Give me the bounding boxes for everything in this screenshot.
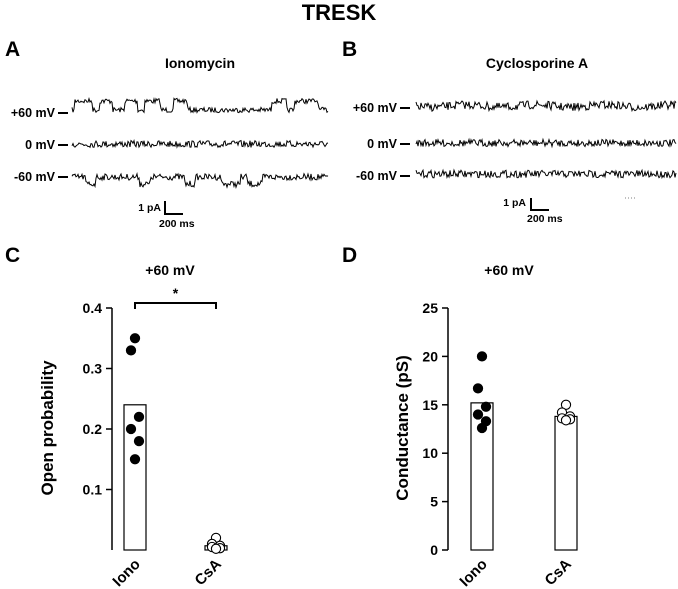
data-point-iono xyxy=(472,383,484,394)
figure-title: TRESK xyxy=(302,0,377,25)
panel-a-scale-time: 200 ms xyxy=(159,218,195,230)
data-point-iono xyxy=(472,409,484,420)
data-point-iono xyxy=(133,435,145,447)
bar-csa xyxy=(554,415,578,551)
data-point-iono xyxy=(476,422,488,434)
y-tick-label: 25 xyxy=(422,300,438,316)
panel-d-ylabel: Conductance (pS) xyxy=(393,355,412,500)
panel-a-trace-neg60 xyxy=(71,172,329,189)
panel-a-trace-0 xyxy=(71,138,329,149)
panel-a-title: Ionomycin xyxy=(165,55,235,71)
data-point-csa xyxy=(560,415,572,426)
y-tick-label: 0 xyxy=(430,542,438,558)
panel-b-scale-bar xyxy=(530,198,549,211)
panel-c-chart: 0.1 0.2 0.3 0.4 Iono CsA * xyxy=(83,285,228,589)
panel-b-title: Cyclosporine A xyxy=(486,55,588,71)
y-tick-label: 0.2 xyxy=(83,421,103,437)
panel-d-letter: D xyxy=(342,244,357,267)
panel-a-scale-amp: 1 pA xyxy=(138,202,161,214)
panel-b-trace-pos60 xyxy=(415,99,677,113)
data-point-iono xyxy=(125,345,137,356)
panel-b-trace-0 xyxy=(415,137,677,149)
panel-c-ylabel: Open probability xyxy=(38,360,57,496)
y-tick-label: 0.4 xyxy=(83,300,103,316)
data-point-iono xyxy=(129,333,141,344)
significance-label: * xyxy=(173,285,179,301)
panel-b-trace-label-pos60: +60 mV xyxy=(353,101,398,115)
panel-b-letter: B xyxy=(342,38,357,61)
panel-b-trace-label-neg60: -60 mV xyxy=(356,169,398,183)
x-tick-label-iono: Iono xyxy=(456,556,490,589)
y-tick-label: 5 xyxy=(430,494,438,510)
panel-c-letter: C xyxy=(5,244,20,267)
panel-a-scale-bar xyxy=(164,201,183,215)
panel-c-title: +60 mV xyxy=(145,262,195,278)
y-tick-label: 0.1 xyxy=(83,482,103,498)
panel-d-chart: 0 5 10 15 20 25 Iono CsA xyxy=(422,300,578,589)
panel-d-title: +60 mV xyxy=(484,262,534,278)
data-point-iono xyxy=(129,454,141,465)
panel-b-trace-neg60 xyxy=(415,168,677,180)
data-point-iono xyxy=(133,411,145,423)
x-tick-label-csa: CsA xyxy=(542,556,575,589)
panel-b-scale-time: 200 ms xyxy=(527,213,563,225)
panel-a-trace-label-pos60: +60 mV xyxy=(11,106,56,120)
data-point-iono xyxy=(125,423,137,435)
y-tick-label: 10 xyxy=(422,445,438,461)
y-tick-label: 15 xyxy=(422,397,438,413)
data-point-csa xyxy=(210,543,222,554)
data-point-iono xyxy=(480,401,492,412)
panel-a-trace-label-0: 0 mV xyxy=(25,138,56,152)
panel-a-trace-pos60 xyxy=(71,96,329,114)
panel-b-trace-label-0: 0 mV xyxy=(367,137,398,151)
y-tick-label: 20 xyxy=(422,348,438,364)
bar-iono xyxy=(470,402,494,551)
x-tick-label-csa: CsA xyxy=(192,556,225,589)
y-tick-label: 0.3 xyxy=(83,361,103,377)
panel-b-scale-amp: 1 pA xyxy=(503,197,526,209)
significance-bracket xyxy=(134,302,217,309)
data-point-iono xyxy=(476,351,488,362)
x-tick-label-iono: Iono xyxy=(109,556,143,589)
panel-a-trace-label-neg60: -60 mV xyxy=(14,170,56,184)
panel-a-letter: A xyxy=(5,38,20,61)
